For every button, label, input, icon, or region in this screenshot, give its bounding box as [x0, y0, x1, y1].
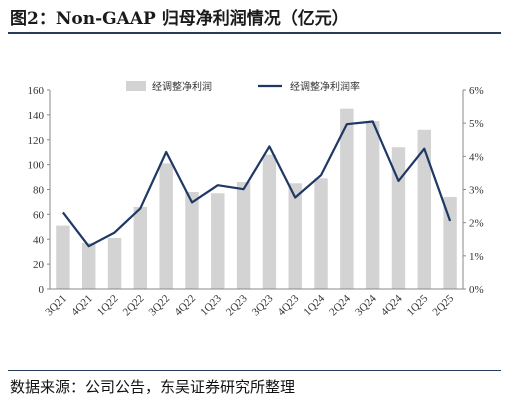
bar — [56, 225, 70, 289]
x-tick-label: 4Q23 — [276, 292, 302, 318]
right-tick-label: 4% — [469, 151, 484, 163]
x-tick-label: 4Q22 — [172, 293, 198, 319]
left-tick-label: 140 — [28, 110, 45, 122]
x-tick-label: 1Q22 — [95, 293, 121, 319]
bar — [159, 163, 173, 289]
legend: 经调整净利润 经调整净利润率 — [126, 80, 360, 93]
bar — [417, 129, 431, 289]
chart-title: 图2：Non-GAAP 归母净利润情况（亿元） — [10, 9, 349, 29]
footer-rule — [8, 370, 501, 371]
bar — [211, 193, 225, 289]
left-tick-label: 0 — [39, 284, 45, 296]
margin-line — [62, 120, 452, 248]
right-tick-label: 2% — [469, 218, 484, 230]
x-tick-label: 2Q23 — [224, 292, 250, 318]
x-tick-label: 1Q24 — [301, 292, 327, 318]
right-tick-label: 3% — [469, 185, 484, 197]
left-tick-label: 80 — [33, 185, 45, 197]
right-tick-label: 5% — [469, 118, 484, 130]
legend-line-label: 经调整净利润率 — [290, 80, 360, 93]
x-tick-label: 2Q24 — [327, 292, 353, 318]
bar — [133, 206, 148, 289]
bar — [236, 182, 251, 289]
right-tick-label: 6% — [469, 85, 484, 97]
legend-bar-swatch — [126, 81, 146, 91]
bar — [262, 154, 277, 289]
left-tick-label: 120 — [28, 135, 45, 147]
bar — [391, 147, 406, 289]
title-rule — [8, 32, 501, 34]
bar — [443, 196, 457, 289]
x-tick-label: 3Q21 — [43, 293, 69, 319]
left-tick-label: 40 — [33, 234, 45, 246]
bar — [365, 121, 380, 289]
x-tick-label: 1Q25 — [405, 292, 431, 318]
left-tick-label: 100 — [28, 160, 45, 172]
x-tick-label: 1Q23 — [198, 292, 224, 318]
source-note: 数据来源：公司公告，东吴证券研究所整理 — [10, 378, 296, 396]
x-tick-label: 2Q22 — [121, 293, 147, 319]
left-tick-label: 20 — [33, 259, 45, 271]
left-tick-label: 160 — [28, 85, 45, 97]
bar — [288, 183, 302, 289]
bar — [314, 178, 328, 289]
x-tick-label: 4Q21 — [69, 293, 95, 319]
bar — [185, 191, 199, 289]
right-tick-label: 0% — [469, 284, 484, 296]
bar — [340, 108, 354, 289]
bar — [107, 238, 122, 289]
left-tick-label: 60 — [33, 209, 45, 221]
bar — [82, 242, 96, 289]
right-tick-label: 1% — [469, 251, 484, 263]
x-tick-label: 4Q24 — [379, 292, 405, 318]
legend-bar-label: 经调整净利润 — [152, 80, 212, 93]
x-tick-label: 3Q22 — [147, 293, 173, 319]
x-tick-label: 3Q24 — [353, 292, 379, 318]
x-tick-label: 2Q25 — [430, 292, 456, 318]
x-tick-label: 3Q23 — [250, 292, 276, 318]
